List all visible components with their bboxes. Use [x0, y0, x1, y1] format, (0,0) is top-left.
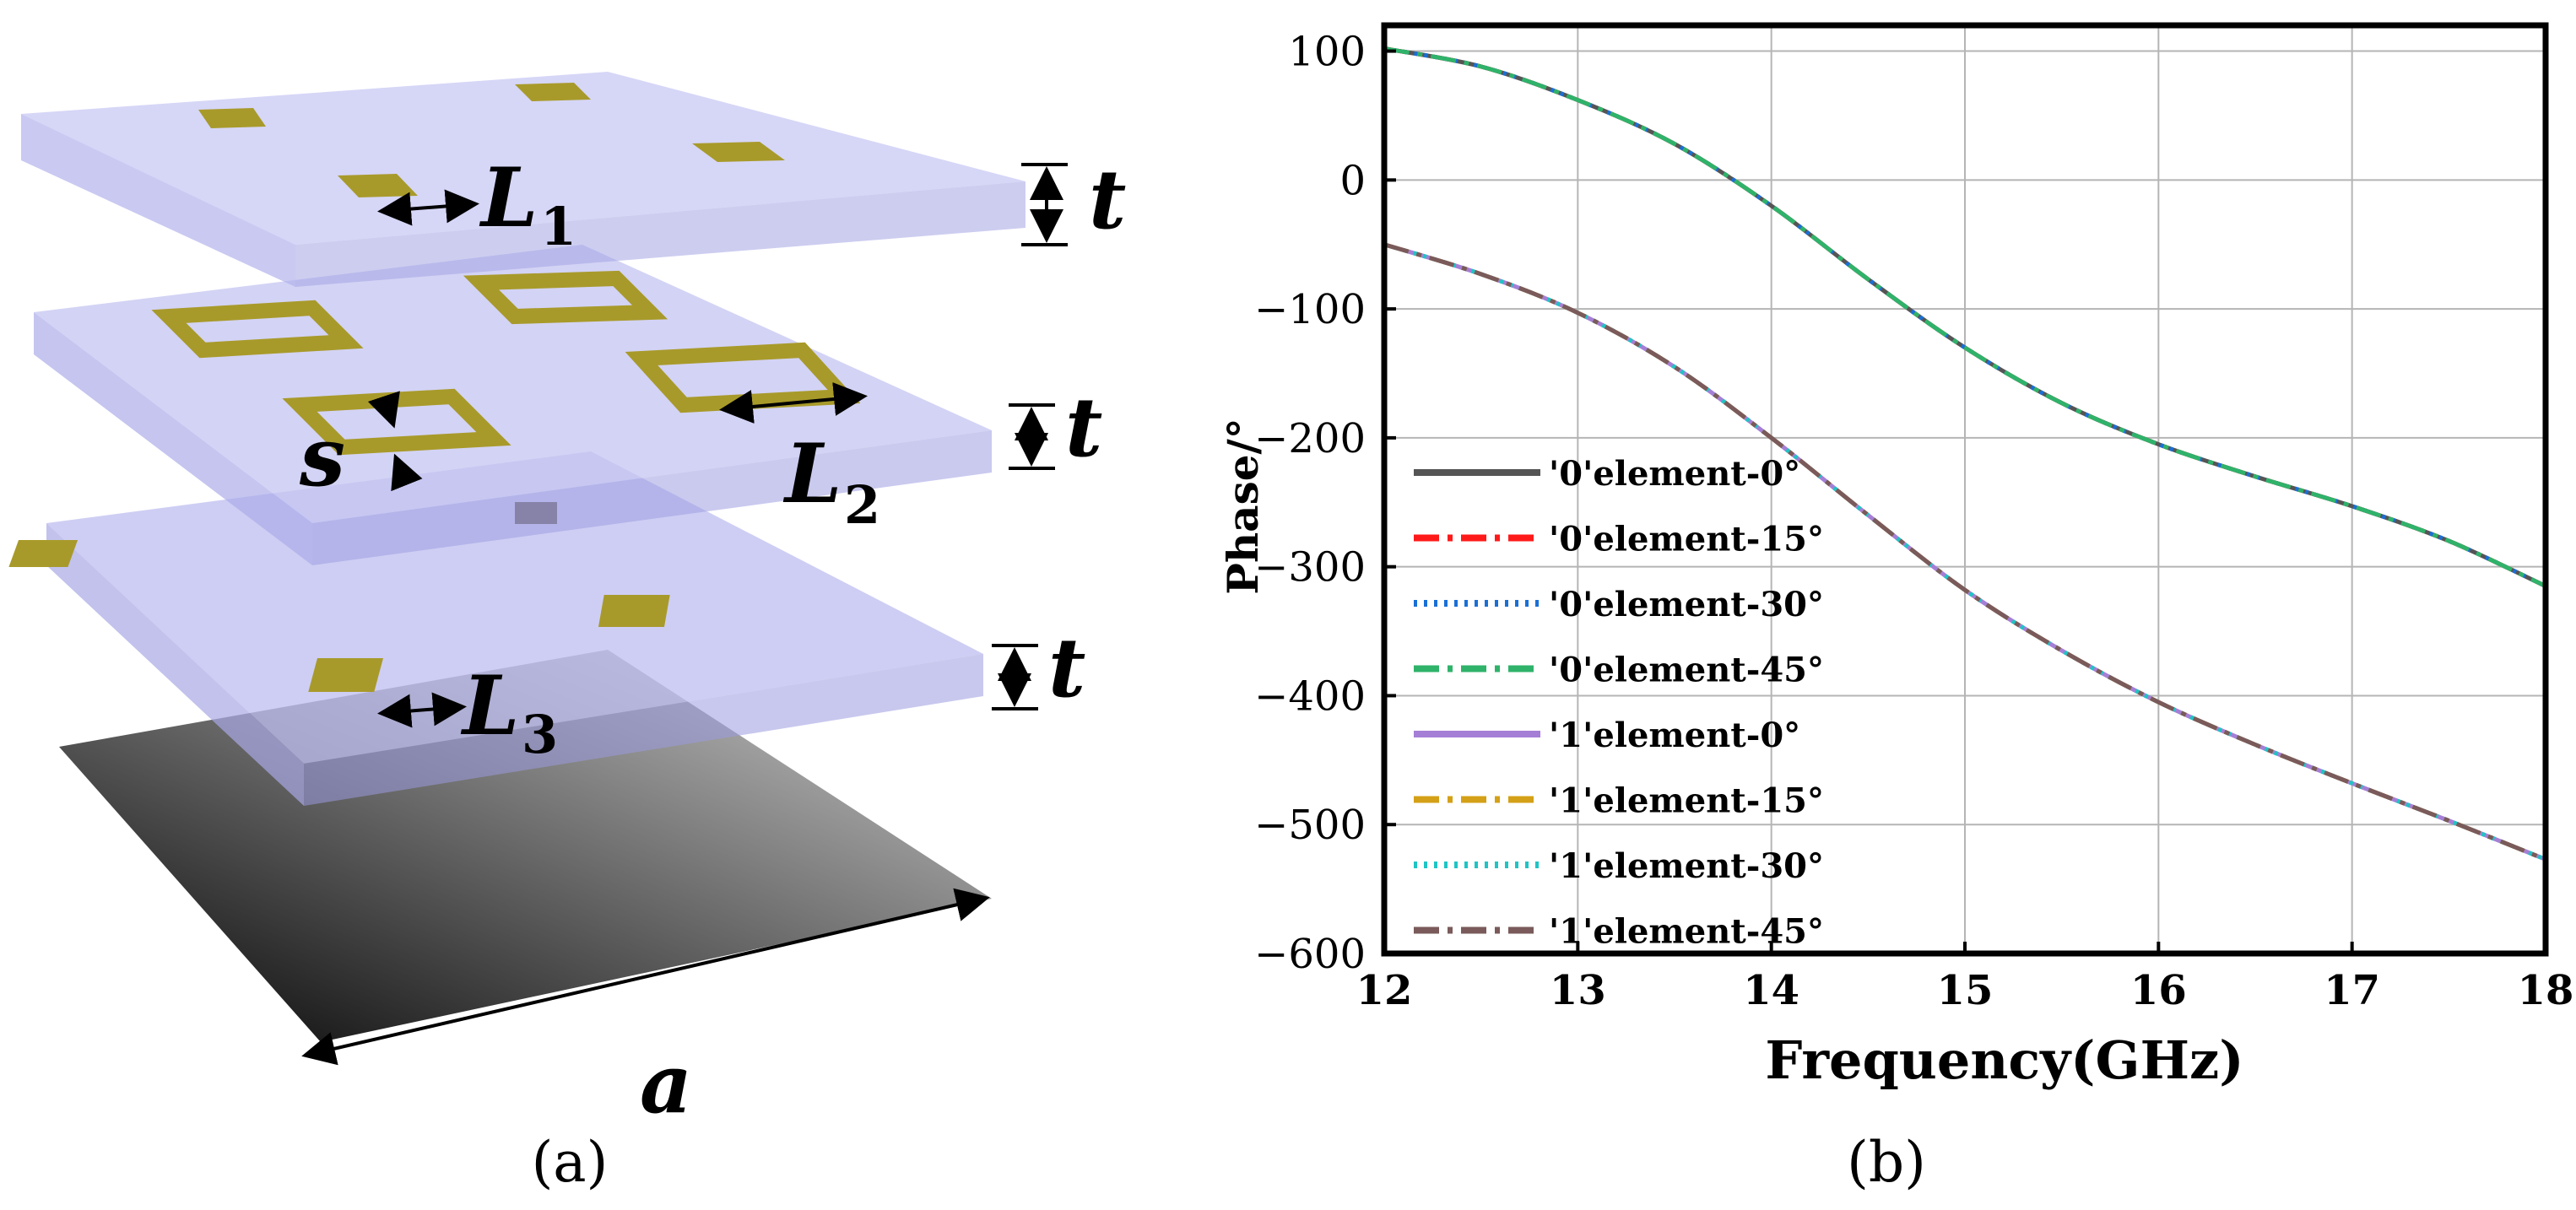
y-tick-label: −200: [1254, 415, 1366, 462]
x-tick-label: 17: [2324, 967, 2380, 1014]
y-tick-label: 100: [1288, 29, 1366, 76]
label-a: a: [640, 1036, 692, 1132]
y-tick-label: −100: [1254, 286, 1366, 333]
y-tick-label: −600: [1254, 931, 1366, 978]
label-s: s: [299, 409, 345, 505]
label-L3: L: [460, 658, 520, 754]
x-axis-label: Frequency(GHz): [1765, 1029, 2243, 1091]
label-t-1: t: [1089, 152, 1126, 247]
caption-b: (b): [1847, 1130, 1926, 1195]
label-t-3: t: [1048, 620, 1085, 716]
grid-lines: [1383, 25, 2546, 954]
label-L1-sub: 1: [540, 196, 576, 257]
label-t-2: t: [1065, 380, 1102, 475]
substrate-layer-1: [21, 72, 1026, 287]
y-axis-ticks: 100 0 −100 −200 −300 −400 −500 −600: [1254, 29, 1396, 978]
y-tick-label: −300: [1254, 544, 1366, 591]
y-axis-label: Phase/°: [1218, 418, 1268, 595]
legend-label-5: '1'element-15°: [1549, 781, 1824, 821]
phase-chart: 12 13 14 15 16 17 18 100 0 −100 −200 −300 −400 −500 −…: [1218, 22, 2574, 1195]
x-axis-ticks: 12 13 14 15 16 17 18: [1356, 942, 2574, 1014]
legend-label-7: '1'element-45°: [1549, 912, 1824, 952]
legend: '0'element-0° '0'element-15° '0'element-30…: [1414, 454, 1824, 952]
legend-label-2: '0'element-30°: [1549, 585, 1824, 624]
label-L3-sub: 3: [522, 704, 558, 765]
series-line-6: [1383, 242, 2546, 862]
x-tick-label: 14: [1743, 967, 1799, 1014]
x-tick-label: 15: [1937, 967, 1994, 1014]
dimension-labels: L 1 L 2 L 3 s t t t a: [299, 150, 1126, 1132]
series-curves: [1383, 46, 2547, 862]
unit-cell-illustration: L 1 L 2 L 3 s t t t a (a): [8, 72, 1126, 1195]
label-L2-sub: 2: [844, 474, 880, 536]
caption-a: (a): [532, 1130, 609, 1195]
series-line-3: [1383, 46, 2547, 588]
legend-label-0: '0'element-0°: [1549, 454, 1800, 494]
label-L1: L: [479, 150, 538, 246]
x-tick-label: 16: [2130, 967, 2187, 1014]
label-L2: L: [782, 426, 842, 521]
series-line-7: [1383, 242, 2546, 862]
x-tick-label: 13: [1550, 967, 1606, 1014]
x-tick-label: 18: [2518, 967, 2574, 1014]
y-tick-label: −400: [1254, 673, 1366, 720]
y-tick-label: −500: [1254, 802, 1366, 849]
x-tick-label: 12: [1356, 967, 1413, 1014]
legend-label-1: '0'element-15°: [1549, 520, 1824, 559]
y-tick-label: 0: [1339, 157, 1366, 204]
legend-label-6: '1'element-30°: [1549, 846, 1824, 886]
legend-label-3: '0'element-45°: [1549, 651, 1824, 690]
legend-label-4: '1'element-0°: [1549, 716, 1800, 755]
dimension-annotations: [301, 163, 1068, 1066]
